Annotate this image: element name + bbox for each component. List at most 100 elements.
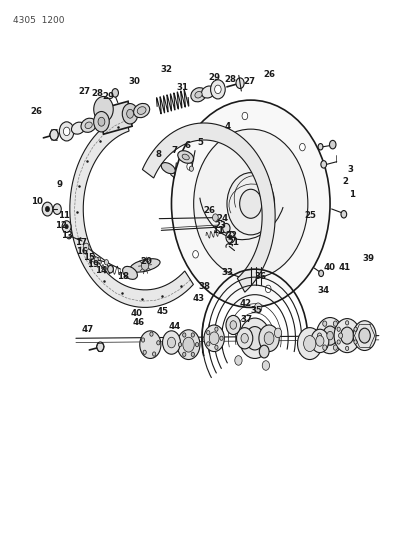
Circle shape <box>337 340 340 344</box>
Circle shape <box>230 320 237 329</box>
Circle shape <box>330 140 336 149</box>
Text: 35: 35 <box>250 305 262 314</box>
Circle shape <box>275 328 282 338</box>
Circle shape <box>178 343 182 347</box>
Circle shape <box>259 345 269 358</box>
Ellipse shape <box>133 103 150 118</box>
Circle shape <box>223 223 230 233</box>
Circle shape <box>177 330 200 360</box>
Text: 12: 12 <box>55 221 67 230</box>
Circle shape <box>339 333 343 338</box>
Circle shape <box>171 100 330 308</box>
Text: 19: 19 <box>87 260 100 269</box>
Ellipse shape <box>81 118 96 132</box>
Text: 10: 10 <box>31 197 43 206</box>
Circle shape <box>354 327 357 332</box>
Circle shape <box>321 160 326 168</box>
Ellipse shape <box>85 122 92 128</box>
Circle shape <box>142 338 145 342</box>
Text: 28: 28 <box>224 75 236 84</box>
Ellipse shape <box>161 163 175 174</box>
Circle shape <box>262 361 270 370</box>
Circle shape <box>220 336 223 341</box>
Circle shape <box>193 251 198 258</box>
Circle shape <box>265 285 271 293</box>
Text: 14: 14 <box>95 266 108 275</box>
Circle shape <box>353 321 376 351</box>
Text: 17: 17 <box>75 238 87 247</box>
Circle shape <box>162 331 180 354</box>
Text: 5: 5 <box>197 138 203 147</box>
Circle shape <box>45 206 49 212</box>
Ellipse shape <box>195 92 202 98</box>
Text: 26: 26 <box>203 206 215 215</box>
Circle shape <box>246 327 264 350</box>
Text: 7: 7 <box>172 146 178 155</box>
Circle shape <box>215 85 221 94</box>
Circle shape <box>346 321 349 325</box>
Circle shape <box>226 316 241 335</box>
Text: 38: 38 <box>199 282 211 291</box>
Text: 47: 47 <box>82 325 94 334</box>
Circle shape <box>195 343 199 347</box>
Text: 28: 28 <box>91 89 104 98</box>
Text: 1: 1 <box>349 190 355 199</box>
Polygon shape <box>90 256 102 263</box>
Circle shape <box>316 336 324 346</box>
Text: 40: 40 <box>131 309 143 318</box>
Circle shape <box>211 80 225 99</box>
Text: 9: 9 <box>57 180 63 189</box>
Text: 23: 23 <box>214 221 226 230</box>
Text: 21: 21 <box>227 238 239 247</box>
Circle shape <box>319 270 324 277</box>
Circle shape <box>183 333 186 337</box>
Text: 16: 16 <box>76 247 88 256</box>
Circle shape <box>255 303 262 312</box>
Circle shape <box>359 328 370 343</box>
Circle shape <box>341 327 354 344</box>
Circle shape <box>191 333 195 337</box>
Circle shape <box>229 235 232 239</box>
Circle shape <box>153 352 156 356</box>
Text: 45: 45 <box>157 307 169 316</box>
Circle shape <box>259 325 279 352</box>
Text: 33: 33 <box>222 269 234 277</box>
Text: 34: 34 <box>318 286 330 295</box>
Ellipse shape <box>202 86 215 98</box>
Circle shape <box>183 352 186 357</box>
Text: 4305  1200: 4305 1200 <box>13 15 64 25</box>
Text: 32: 32 <box>161 66 173 74</box>
Polygon shape <box>142 123 275 292</box>
Text: 31: 31 <box>177 83 189 92</box>
Circle shape <box>94 257 98 262</box>
Text: 36: 36 <box>255 272 267 280</box>
Polygon shape <box>70 114 193 308</box>
Circle shape <box>183 337 194 352</box>
Text: 22: 22 <box>226 231 237 240</box>
Circle shape <box>236 78 244 88</box>
Circle shape <box>59 122 74 141</box>
Circle shape <box>104 260 109 265</box>
Circle shape <box>241 334 248 343</box>
Circle shape <box>304 336 316 352</box>
Circle shape <box>346 346 349 351</box>
Circle shape <box>209 332 219 345</box>
Circle shape <box>191 352 195 357</box>
Text: 46: 46 <box>132 318 144 327</box>
Text: 25: 25 <box>305 211 317 220</box>
Text: 41: 41 <box>338 263 350 272</box>
Ellipse shape <box>137 107 146 115</box>
Text: 26: 26 <box>263 70 275 78</box>
Circle shape <box>53 204 61 214</box>
Circle shape <box>187 163 193 170</box>
Text: 20: 20 <box>140 257 152 265</box>
Circle shape <box>83 243 89 251</box>
Text: 27: 27 <box>244 77 255 86</box>
Circle shape <box>323 326 337 345</box>
Circle shape <box>323 321 327 326</box>
Circle shape <box>189 166 193 171</box>
Ellipse shape <box>94 111 109 132</box>
Ellipse shape <box>182 154 189 160</box>
Ellipse shape <box>94 96 113 122</box>
Circle shape <box>142 261 149 270</box>
